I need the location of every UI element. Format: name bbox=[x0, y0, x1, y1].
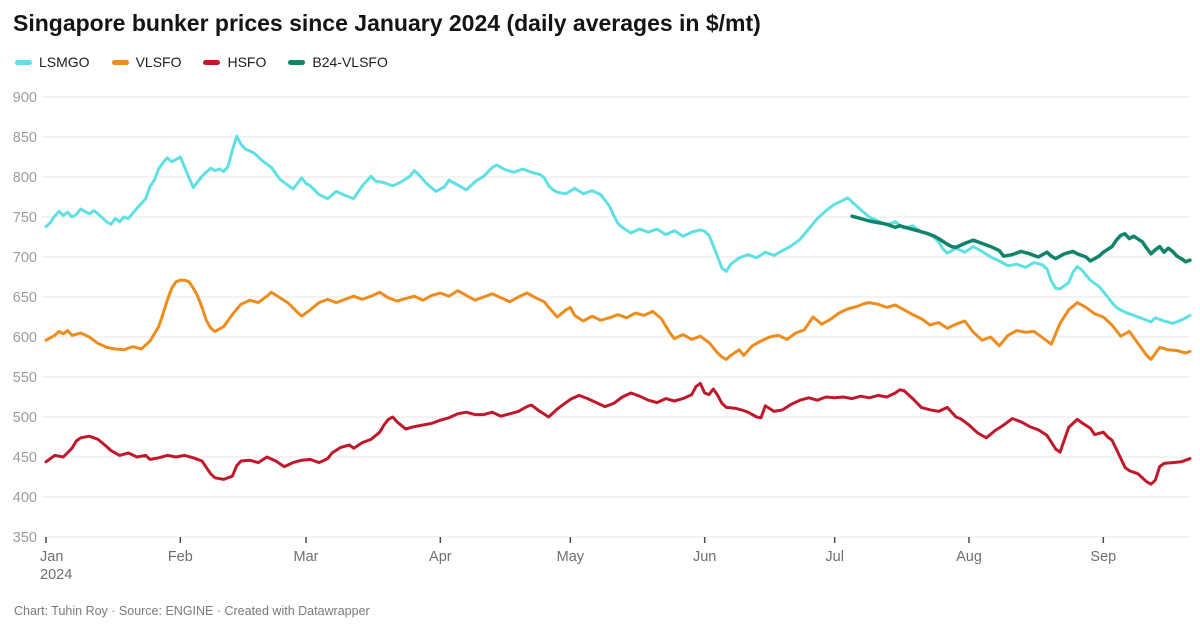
y-tick-label: 800 bbox=[13, 170, 37, 186]
x-tick-label: Apr bbox=[429, 549, 452, 565]
x-tick-label: Jul bbox=[825, 549, 844, 565]
x-tick-label: Mar bbox=[294, 549, 319, 565]
y-tick-label: 600 bbox=[13, 330, 37, 346]
x-tick-label: Jun bbox=[693, 549, 716, 565]
y-tick-label: 350 bbox=[13, 530, 37, 546]
series-line-lsmgo bbox=[44, 134, 1192, 325]
y-tick-label: 400 bbox=[13, 490, 37, 506]
legend-swatch bbox=[111, 59, 129, 65]
legend-swatch bbox=[15, 59, 32, 65]
legend-swatch bbox=[288, 59, 306, 65]
legend-label: B24-VLSFO bbox=[312, 54, 388, 70]
x-tick-label: May bbox=[557, 549, 585, 565]
x-tick-label: Jan bbox=[40, 549, 63, 565]
y-tick-label: 650 bbox=[13, 290, 37, 306]
x-tick-label: Sep bbox=[1090, 549, 1116, 565]
legend-item-vlsfo: VLSFO bbox=[111, 54, 182, 70]
series-line-b24-vlsfo bbox=[850, 214, 1192, 264]
x-tick-label: Aug bbox=[956, 549, 982, 565]
legend-swatch bbox=[203, 59, 221, 65]
legend-label: LSMGO bbox=[39, 54, 90, 70]
legend-label: VLSFO bbox=[135, 54, 182, 70]
series-line-vlsfo bbox=[44, 278, 1192, 361]
series-line-hsfo bbox=[44, 381, 1192, 486]
y-tick-label: 450 bbox=[13, 450, 37, 466]
x-tick-sublabel: 2024 bbox=[40, 567, 72, 583]
y-tick-label: 750 bbox=[13, 210, 37, 226]
y-tick-label: 500 bbox=[13, 410, 37, 426]
y-tick-label: 700 bbox=[13, 250, 37, 266]
chart-footer: Chart: Tuhin Roy · Source: ENGINE · Crea… bbox=[14, 604, 370, 618]
legend-item-hsfo: HSFO bbox=[203, 54, 266, 70]
legend: LSMGO VLSFO HSFO B24-VLSFO bbox=[15, 54, 388, 70]
y-tick-label: 850 bbox=[13, 130, 37, 146]
legend-item-lsmgo: LSMGO bbox=[15, 54, 90, 70]
legend-label: HSFO bbox=[227, 54, 267, 70]
legend-item-b24-vlsfo: B24-VLSFO bbox=[288, 54, 388, 70]
chart-title: Singapore bunker prices since January 20… bbox=[13, 10, 761, 36]
x-tick-label: Feb bbox=[168, 549, 193, 565]
y-tick-label: 900 bbox=[13, 90, 37, 106]
y-tick-label: 550 bbox=[13, 370, 37, 386]
